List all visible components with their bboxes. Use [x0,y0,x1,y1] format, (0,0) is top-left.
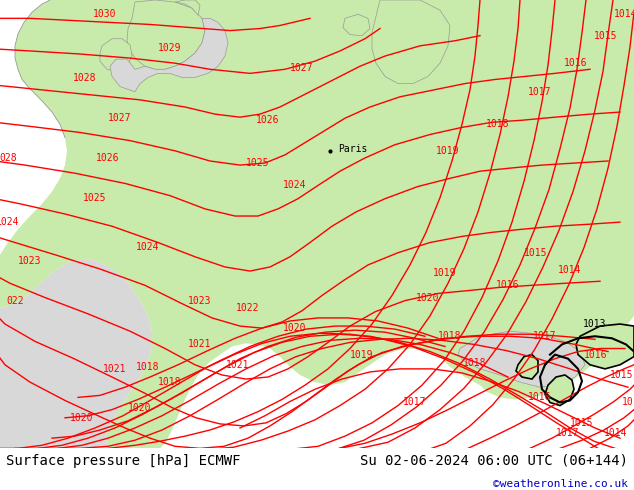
Text: 1017: 1017 [403,397,427,408]
Text: 1020: 1020 [70,413,94,423]
Polygon shape [0,0,634,448]
Text: 1026: 1026 [96,153,120,163]
Text: 1016: 1016 [496,280,520,290]
Text: 1025: 1025 [246,158,269,168]
Text: 1018: 1018 [158,377,182,387]
Text: 1022: 1022 [236,303,260,313]
Text: 1014: 1014 [604,428,628,438]
Polygon shape [175,0,200,15]
Polygon shape [343,14,370,36]
Polygon shape [110,18,228,92]
Text: 1020: 1020 [417,293,440,302]
Polygon shape [458,331,585,387]
Text: 1016: 1016 [585,349,608,360]
Text: 1013: 1013 [583,319,607,329]
Text: 1019: 1019 [350,349,374,360]
Text: 1019: 1019 [433,268,456,278]
Text: 1018: 1018 [438,331,462,341]
Text: 1016: 1016 [564,58,588,68]
Text: 1020: 1020 [283,323,307,333]
Polygon shape [545,375,574,406]
Text: 1023: 1023 [188,295,212,306]
Polygon shape [0,255,152,448]
Text: 1030: 1030 [93,9,117,19]
Text: 1014: 1014 [622,397,634,408]
Text: Su 02-06-2024 06:00 UTC (06+144): Su 02-06-2024 06:00 UTC (06+144) [359,454,628,468]
Polygon shape [576,324,634,369]
Text: 1025: 1025 [83,193,107,203]
Text: 1020: 1020 [128,403,152,413]
Text: 1018: 1018 [486,120,510,129]
Text: 1019: 1019 [436,146,460,156]
Text: 1014: 1014 [559,265,582,275]
Text: 1016: 1016 [528,392,552,402]
Text: 1015: 1015 [611,370,634,380]
Text: 1024: 1024 [283,180,307,191]
Text: 1026: 1026 [256,115,280,125]
Polygon shape [127,0,205,69]
Text: 028: 028 [0,153,17,163]
Text: 1018: 1018 [463,358,487,368]
Polygon shape [372,0,450,84]
Text: 1024: 1024 [0,217,20,227]
Text: 022: 022 [6,295,24,306]
Text: 1021: 1021 [188,340,212,349]
Text: 1017: 1017 [533,331,557,341]
Text: 1015: 1015 [594,31,618,41]
Text: 1021: 1021 [103,364,127,374]
Text: 1017: 1017 [528,87,552,97]
Text: ©weatheronline.co.uk: ©weatheronline.co.uk [493,479,628,489]
Text: 1024: 1024 [136,242,160,251]
Polygon shape [100,39,132,72]
Text: Surface pressure [hPa] ECMWF: Surface pressure [hPa] ECMWF [6,454,241,468]
Text: 1017: 1017 [556,428,579,438]
Text: 1023: 1023 [18,256,42,266]
Text: 1021: 1021 [226,360,250,370]
Text: 1015: 1015 [570,418,594,428]
Text: 1018: 1018 [136,362,160,372]
Text: 1027: 1027 [290,63,314,74]
Text: 1015: 1015 [524,248,548,258]
Text: 1014: 1014 [614,9,634,19]
Text: 1027: 1027 [108,113,132,123]
Polygon shape [516,355,538,379]
Text: Paris: Paris [338,144,367,154]
Text: 1028: 1028 [74,74,97,83]
Text: 1029: 1029 [158,43,182,53]
